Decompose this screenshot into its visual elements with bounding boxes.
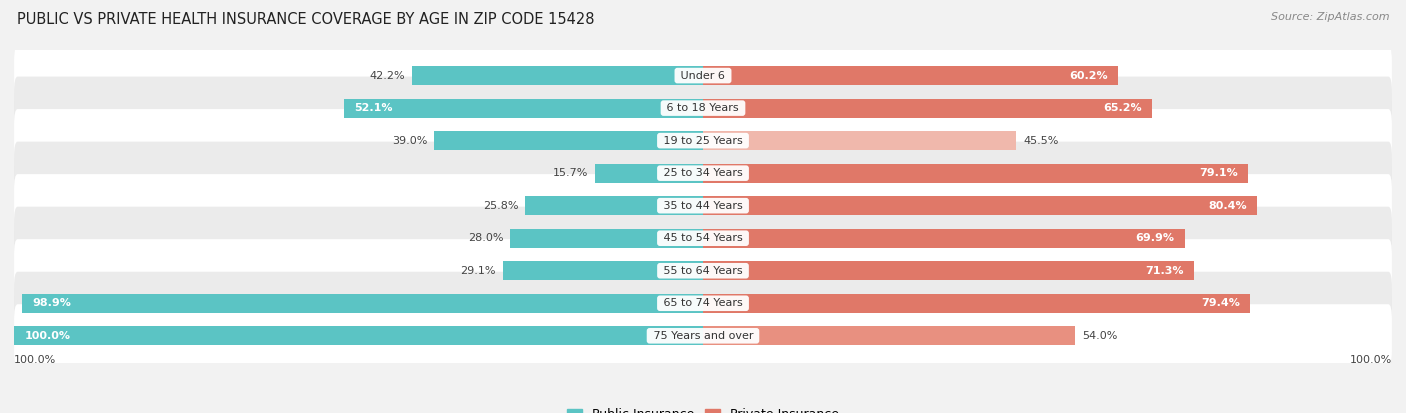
Text: 19 to 25 Years: 19 to 25 Years xyxy=(659,135,747,146)
Bar xyxy=(703,261,1194,280)
FancyBboxPatch shape xyxy=(14,304,1392,368)
Text: 55 to 64 Years: 55 to 64 Years xyxy=(659,266,747,276)
Text: 60.2%: 60.2% xyxy=(1069,71,1108,81)
Bar xyxy=(703,99,1152,118)
Text: 71.3%: 71.3% xyxy=(1146,266,1184,276)
Text: 29.1%: 29.1% xyxy=(460,266,496,276)
FancyBboxPatch shape xyxy=(14,174,1392,237)
FancyBboxPatch shape xyxy=(14,271,1392,335)
Text: 52.1%: 52.1% xyxy=(354,103,392,113)
Text: 80.4%: 80.4% xyxy=(1208,201,1247,211)
Bar xyxy=(703,326,1076,345)
FancyBboxPatch shape xyxy=(14,239,1392,302)
Text: 25 to 34 Years: 25 to 34 Years xyxy=(659,168,747,178)
Bar xyxy=(21,294,703,313)
FancyBboxPatch shape xyxy=(14,239,1392,303)
Text: 15.7%: 15.7% xyxy=(553,168,588,178)
Bar xyxy=(344,99,703,118)
Bar xyxy=(703,164,1249,183)
Bar xyxy=(526,196,703,215)
FancyBboxPatch shape xyxy=(14,304,1392,367)
Bar xyxy=(502,261,703,280)
Bar xyxy=(703,229,1185,248)
Bar xyxy=(703,66,1118,85)
Bar xyxy=(434,131,703,150)
Bar xyxy=(703,294,1250,313)
Bar xyxy=(14,326,703,345)
Text: 45.5%: 45.5% xyxy=(1024,135,1059,146)
Text: 79.1%: 79.1% xyxy=(1199,168,1237,178)
FancyBboxPatch shape xyxy=(14,43,1392,108)
Text: 65.2%: 65.2% xyxy=(1104,103,1142,113)
FancyBboxPatch shape xyxy=(14,206,1392,271)
FancyBboxPatch shape xyxy=(14,272,1392,335)
Text: 6 to 18 Years: 6 to 18 Years xyxy=(664,103,742,113)
FancyBboxPatch shape xyxy=(14,142,1392,205)
Bar xyxy=(703,131,1017,150)
FancyBboxPatch shape xyxy=(14,76,1392,140)
Text: Source: ZipAtlas.com: Source: ZipAtlas.com xyxy=(1271,12,1389,22)
Text: 79.4%: 79.4% xyxy=(1201,298,1240,308)
Text: 25.8%: 25.8% xyxy=(482,201,519,211)
FancyBboxPatch shape xyxy=(14,44,1392,107)
Text: 42.2%: 42.2% xyxy=(370,71,405,81)
Text: 28.0%: 28.0% xyxy=(468,233,503,243)
FancyBboxPatch shape xyxy=(14,76,1392,140)
Text: 98.9%: 98.9% xyxy=(32,298,70,308)
FancyBboxPatch shape xyxy=(14,109,1392,173)
FancyBboxPatch shape xyxy=(14,206,1392,270)
Bar xyxy=(510,229,703,248)
Text: Under 6: Under 6 xyxy=(678,71,728,81)
Text: 100.0%: 100.0% xyxy=(14,355,56,365)
Bar xyxy=(703,196,1257,215)
Text: 65 to 74 Years: 65 to 74 Years xyxy=(659,298,747,308)
FancyBboxPatch shape xyxy=(14,109,1392,172)
Text: 69.9%: 69.9% xyxy=(1135,233,1174,243)
Text: 75 Years and over: 75 Years and over xyxy=(650,331,756,341)
Text: 54.0%: 54.0% xyxy=(1083,331,1118,341)
Text: 39.0%: 39.0% xyxy=(392,135,427,146)
Text: 100.0%: 100.0% xyxy=(1350,355,1392,365)
Text: PUBLIC VS PRIVATE HEALTH INSURANCE COVERAGE BY AGE IN ZIP CODE 15428: PUBLIC VS PRIVATE HEALTH INSURANCE COVER… xyxy=(17,12,595,27)
FancyBboxPatch shape xyxy=(14,173,1392,238)
Text: 100.0%: 100.0% xyxy=(24,331,70,341)
Text: 45 to 54 Years: 45 to 54 Years xyxy=(659,233,747,243)
Bar xyxy=(412,66,703,85)
Legend: Public Insurance, Private Insurance: Public Insurance, Private Insurance xyxy=(562,403,844,413)
FancyBboxPatch shape xyxy=(14,141,1392,205)
Bar xyxy=(595,164,703,183)
Text: 35 to 44 Years: 35 to 44 Years xyxy=(659,201,747,211)
